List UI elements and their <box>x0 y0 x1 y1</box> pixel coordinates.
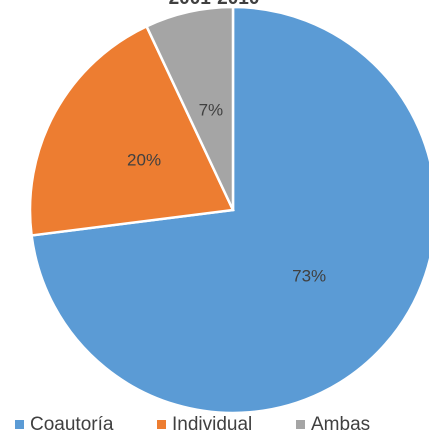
pie-slice <box>144 5 235 211</box>
legend-label: Ambas <box>311 414 370 435</box>
pie-slice <box>30 5 429 415</box>
chart-title: 2001-2010 <box>169 0 260 9</box>
pie-slice <box>28 24 235 237</box>
data-label: 73% <box>292 267 326 286</box>
legend-swatch <box>15 420 24 429</box>
data-label: 7% <box>199 100 224 119</box>
data-label: 20% <box>127 151 161 170</box>
legend-swatch <box>296 420 305 429</box>
legend-swatch <box>157 420 166 429</box>
legend-label: Coautoría <box>30 414 114 435</box>
legend-label: Individual <box>172 414 252 435</box>
